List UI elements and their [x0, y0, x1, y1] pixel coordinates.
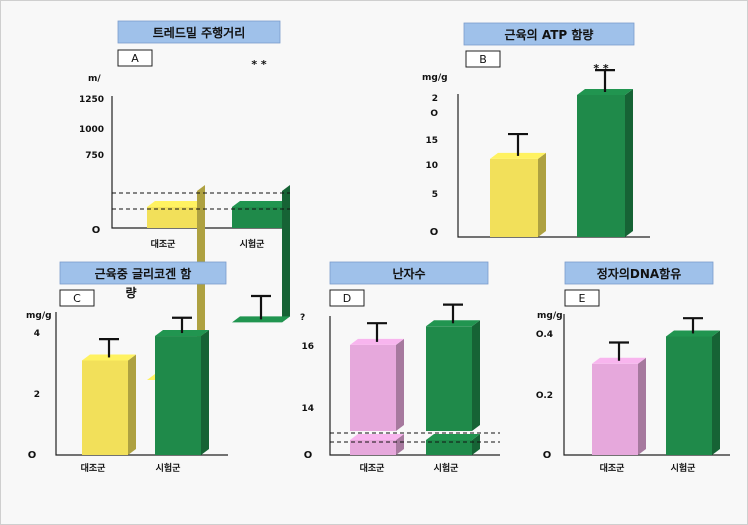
panel-e-letter: E [579, 292, 586, 305]
panel-c-title: 근육중 글리코겐 함 [95, 266, 192, 281]
panel-a-ytick-2: 750 [85, 151, 104, 161]
panel-b-significance: * * [593, 62, 609, 75]
panel-d-bar-1-lower-top [426, 434, 480, 440]
panel-d-bar-0-lower-side [396, 434, 404, 455]
panel-a-bar-0-lower-top [147, 201, 205, 207]
panel-e-bar-0-side [638, 357, 646, 455]
panel-c-bar-1-side [201, 330, 209, 455]
panel-b-zero-label: O [430, 227, 439, 238]
panel-d-bar-0-lower-top [350, 434, 404, 440]
panel-a-bar-1-lower-top [232, 201, 290, 207]
panel-b-title: 근육의 ATP 함량 [505, 27, 594, 42]
panel-b-bar-0-side [538, 152, 546, 237]
panel-b-title-box [463, 22, 635, 46]
panel-d-bar-0-upper-front [350, 344, 396, 431]
panel-e-bar-1-side [712, 330, 720, 455]
panel-d-bar-0-upper-side [396, 338, 404, 431]
panel-a-category-0: 대조군 [151, 238, 177, 250]
panel-b-ytick-4: 5 [432, 190, 438, 200]
panel-d-bar-1-upper-front [426, 326, 472, 431]
panel-b-bar-0-front [490, 158, 538, 237]
panel-d-letter: D [343, 292, 351, 305]
panel-d-bar-1-lower-side [472, 434, 480, 455]
panel-e-title: 정자의DNA함유 [597, 266, 682, 281]
panel-d-bar-0-lower-front [350, 440, 396, 455]
panel-c-title-box [59, 261, 227, 285]
panel-a-ytick-0: 1250 [79, 95, 104, 105]
panel-c-title-extra: 량 [125, 286, 136, 300]
panel-d-unit-label: ? [300, 313, 305, 323]
panel-d-bar-1-upper-side [472, 320, 480, 431]
panel-d-ytick-1: 14 [301, 404, 314, 414]
panel-b-ytick-1: O [430, 109, 438, 119]
panel-c-bar-0-front [82, 360, 128, 455]
panel-e-title-box [564, 261, 714, 285]
panel-a-category-1: 시험군 [240, 238, 266, 250]
panel-a: 트레드밀 주행거리 A m/ 1250 1000 750 O 대조군 시험군 *… [79, 20, 290, 380]
panel-c-ytick-0: 4 [34, 329, 40, 339]
panel-a-zero-label: O [92, 225, 101, 236]
panel-b: 근육의 ATP 함량 B mg/g 2 O 15 10 5 O * * [422, 22, 650, 238]
panel-b-bar-1-side [625, 89, 633, 237]
panel-e-category-1: 시험군 [671, 462, 697, 474]
panel-d-letter-box [329, 289, 365, 307]
panel-c-ytick-1: 2 [34, 390, 40, 400]
panel-e-ytick-1: O.2 [536, 391, 553, 401]
panel-a-significance: * * [251, 58, 267, 71]
panel-e-bar-0-front [592, 363, 638, 455]
panel-e-ytick-0: O.4 [536, 330, 553, 340]
panel-c-letter-box [59, 289, 95, 307]
panel-a-unit-label: m/ [88, 74, 101, 84]
panel-a-axes [111, 96, 290, 229]
panel-b-unit-label: mg/g [422, 73, 448, 83]
panel-c-bar-1-front [155, 336, 201, 455]
panel-e-letter-box [564, 289, 600, 307]
panel-a-bar-1-lower-front [232, 207, 282, 228]
panel-c-category-0: 대조군 [81, 462, 107, 474]
panel-d-title: 난자수 [392, 266, 425, 281]
panel-e-unit-label: mg/g [537, 311, 563, 321]
panel-e-zero-label: O [543, 450, 552, 461]
panel-d-title-box [329, 261, 489, 285]
panel-a-bar-0-lower-front [147, 207, 197, 228]
panel-a-letter-box [117, 49, 153, 67]
panel-a-title: 트레드밀 주행거리 [153, 25, 246, 40]
panel-c-bar-0-side [128, 354, 136, 455]
panel-b-ytick-3: 10 [425, 161, 438, 171]
panel-e: 정자의DNA함유 E mg/g O.4 O.2 O 대조군 시험군 [536, 261, 730, 474]
panel-c-unit-label: mg/g [26, 311, 52, 321]
panel-c-zero-label: O [28, 450, 37, 461]
panel-b-ytick-2: 15 [425, 136, 438, 146]
panel-b-bars [490, 69, 633, 237]
panel-a-title-box [117, 20, 281, 44]
panel-d-category-0: 대조군 [360, 462, 386, 474]
panel-d-bars [350, 303, 480, 455]
panel-c-category-1: 시험군 [156, 462, 182, 474]
panel-c-bars [82, 316, 209, 455]
panel-b-letter-box [465, 50, 501, 68]
panel-a-letter: A [131, 52, 139, 65]
panel-c-letter: C [73, 292, 81, 305]
panel-e-category-0: 대조군 [600, 462, 626, 474]
panel-b-ytick-0: 2 [432, 94, 438, 104]
panel-b-letter: B [479, 53, 487, 66]
panel-d-category-1: 시험군 [434, 462, 460, 474]
panel-a-bar-1-upper-side [282, 185, 290, 323]
panel-a-ytick-1: 1000 [79, 125, 104, 135]
panel-d-bar-1-lower-front [426, 440, 472, 455]
panel-e-bars [592, 317, 720, 455]
panel-b-bar-1-front [577, 95, 625, 237]
panel-d: 난자수 D ? 16 14 O 대조군 시험군 [300, 261, 500, 474]
panel-c: 근육중 글리코겐 함 량 C mg/g 4 2 O 대조군 시험군 [26, 261, 228, 474]
panel-d-zero-label: O [304, 450, 313, 461]
panel-d-ytick-0: 16 [301, 342, 314, 352]
panel-e-bar-1-front [666, 336, 712, 455]
